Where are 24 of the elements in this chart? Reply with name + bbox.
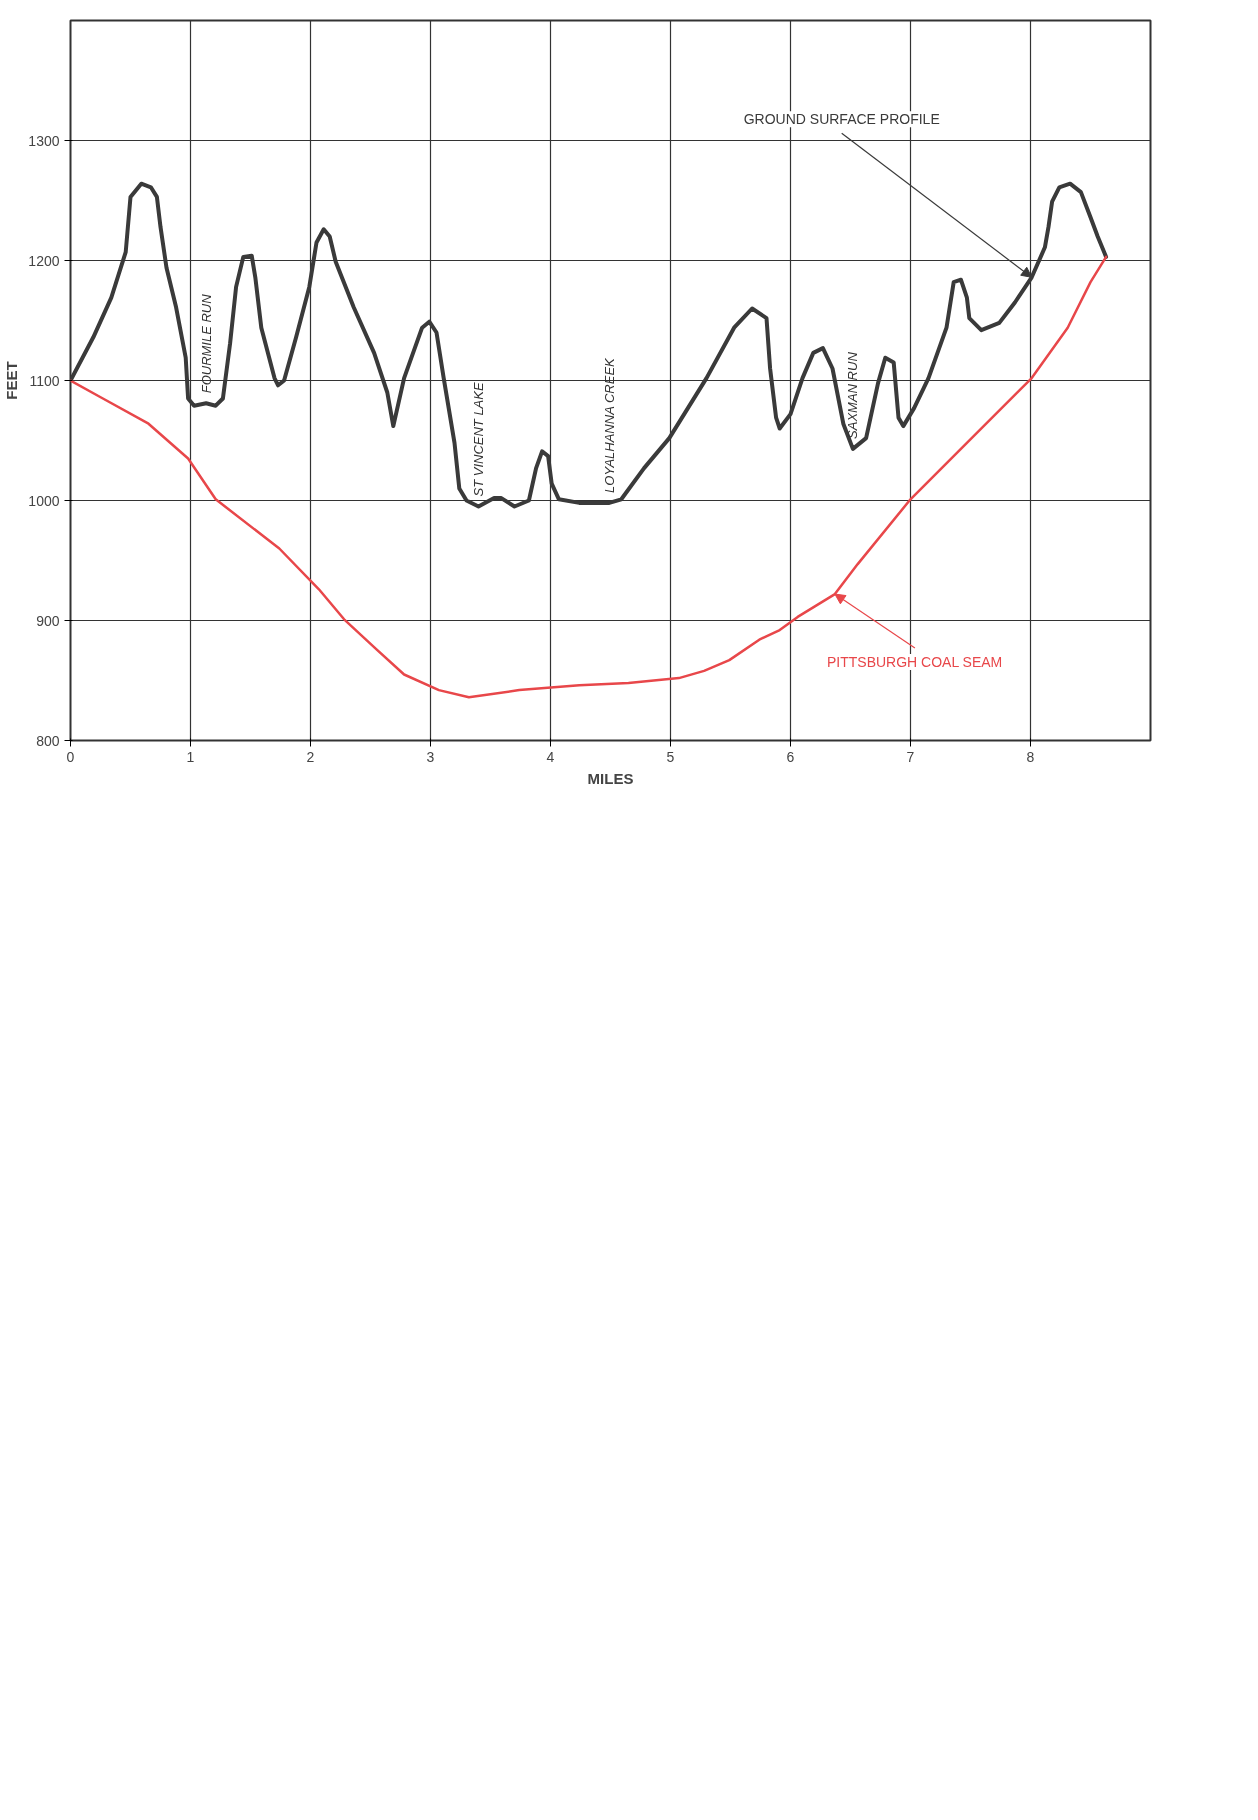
x-tick-label: 1 xyxy=(186,748,195,765)
x-tick-label: 5 xyxy=(666,748,675,765)
y-tick-label: 1200 xyxy=(28,252,60,269)
annotation: FOURMILE RUN xyxy=(198,293,214,394)
annotation: ST VINCENT LAKE xyxy=(471,382,486,497)
x-tick-label: 3 xyxy=(426,748,435,765)
x-tick-label: 2 xyxy=(306,748,315,765)
x-tick-label: 7 xyxy=(906,748,915,765)
y-tick-label: 800 xyxy=(36,732,60,749)
annotation: SAXMAN RUN xyxy=(845,351,861,439)
x-axis-title: MILES xyxy=(587,769,634,787)
y-tick-label: 1100 xyxy=(29,372,60,389)
annotation: LOYALHANNA CREEK xyxy=(601,356,617,493)
y-axis-title: FEET xyxy=(3,361,21,400)
y-tick-label: 900 xyxy=(36,612,60,629)
x-tick-label: 8 xyxy=(1026,748,1035,765)
text: PITTSBURGH COAL SEAM xyxy=(827,654,1003,671)
x-tick-label: 4 xyxy=(546,748,555,765)
x-tick-label: 0 xyxy=(66,748,75,765)
line-series xyxy=(70,255,1108,699)
y-tick-label: 1000 xyxy=(28,492,60,509)
text: GROUND SURFACE PROFILE xyxy=(743,111,940,128)
x-tick-label: 6 xyxy=(786,748,795,765)
y-tick-label: 1300 xyxy=(28,132,60,149)
